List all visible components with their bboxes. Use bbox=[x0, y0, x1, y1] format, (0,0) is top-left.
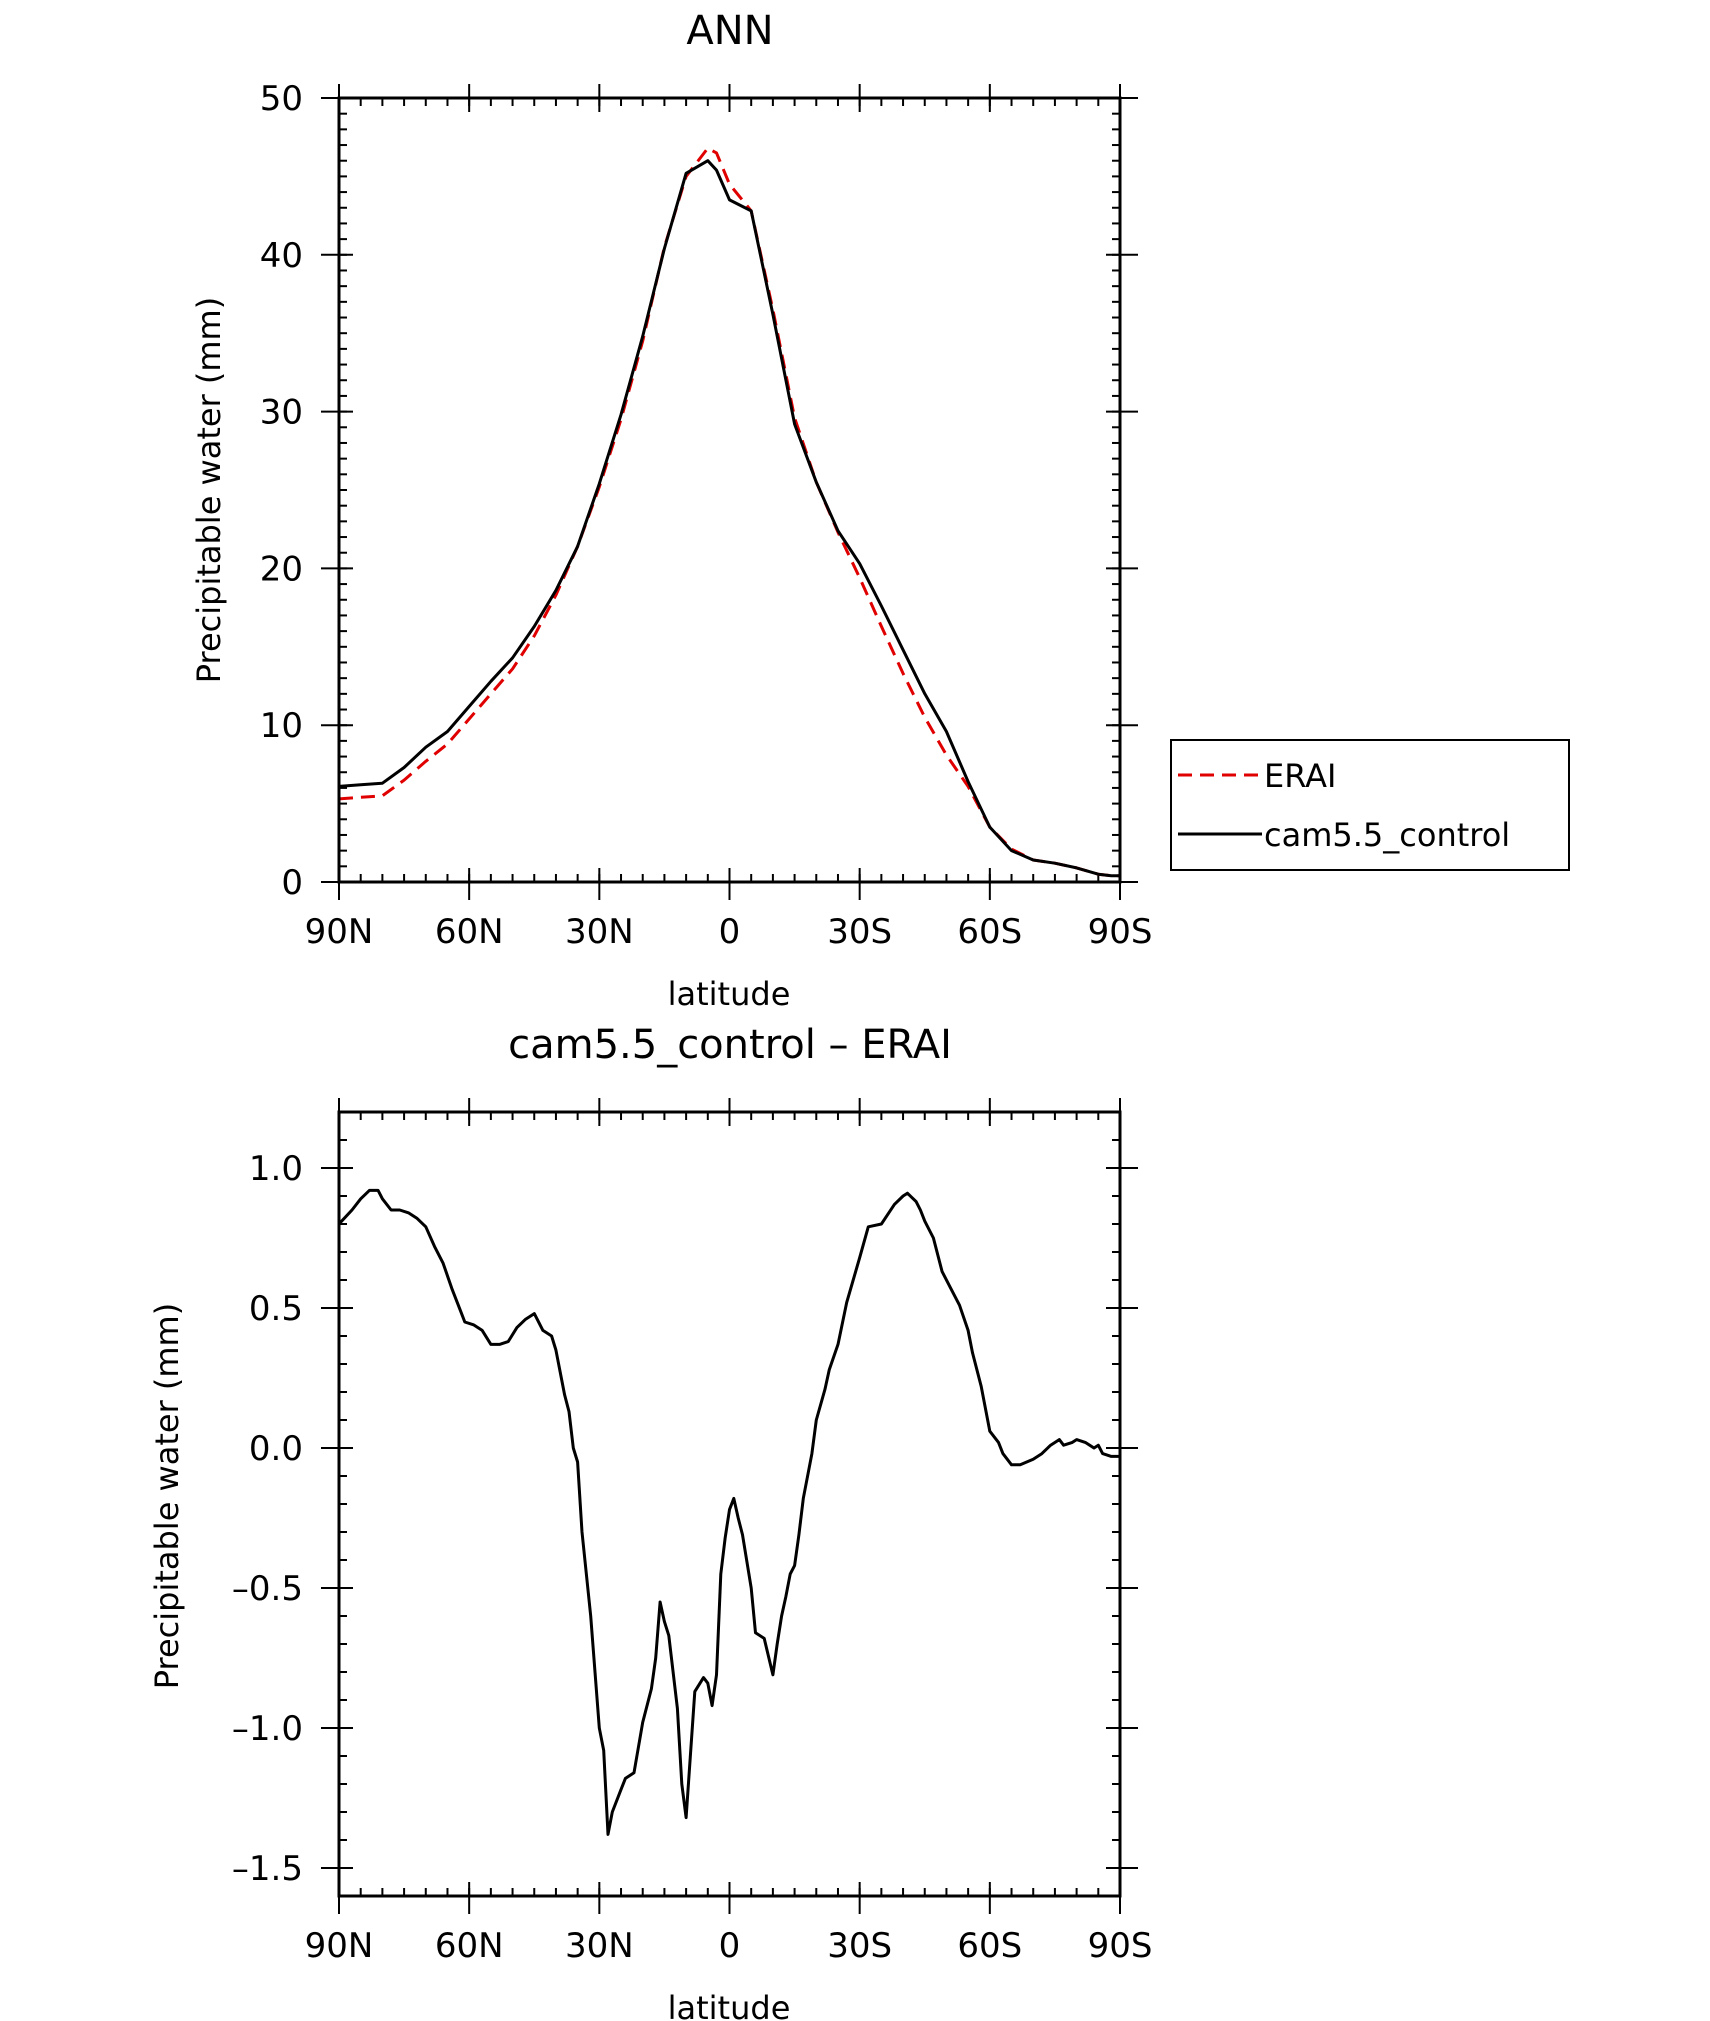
top-line-chart: ANN 0 10 20 30 40 50 90N 60N 30N 0 30S 60S 90S lati… bbox=[190, 8, 1152, 1013]
y-tick-label: –1.5 bbox=[232, 1849, 303, 1889]
bottom-x-axis-label: latitude bbox=[668, 1989, 791, 2021]
legend-box bbox=[1170, 739, 1570, 871]
y-tick-label: 10 bbox=[260, 706, 303, 746]
x-tick-label: 90S bbox=[1088, 912, 1153, 952]
y-tick-label: 0.0 bbox=[249, 1429, 303, 1469]
bottom-plot-frame bbox=[337, 1110, 1122, 1898]
y-tick-label: 0.5 bbox=[249, 1289, 303, 1329]
series-line-cam5-5-control bbox=[339, 159, 1120, 878]
y-tick-label: 1.0 bbox=[249, 1149, 303, 1189]
top-tick-marks bbox=[321, 84, 1138, 900]
top-y-axis-label: Precipitable water (mm) bbox=[190, 297, 228, 683]
bottom-series-lines bbox=[339, 1188, 1120, 1836]
top-plot-frame bbox=[337, 96, 1122, 884]
legend-label-erai: ERAI bbox=[1264, 757, 1336, 795]
x-tick-label: 60N bbox=[435, 1926, 504, 1966]
y-tick-label: 0 bbox=[281, 863, 303, 903]
top-y-tick-labels: 0 10 20 30 40 50 bbox=[260, 79, 303, 903]
x-tick-label: 0 bbox=[719, 912, 741, 952]
x-tick-label: 90S bbox=[1088, 1926, 1153, 1966]
x-tick-label: 60S bbox=[957, 912, 1022, 952]
x-tick-label: 60N bbox=[435, 912, 504, 952]
bottom-difference-chart: cam5.5_control – ERAI 1.0 0.5 0.0 –0.5 –1.0 –… bbox=[148, 1022, 1152, 2021]
bottom-chart-title: cam5.5_control – ERAI bbox=[508, 1022, 952, 1068]
x-tick-label: 30S bbox=[827, 1926, 892, 1966]
legend-label-cam: cam5.5_control bbox=[1264, 816, 1510, 854]
x-tick-label: 30N bbox=[565, 1926, 634, 1966]
x-tick-label: 0 bbox=[719, 1926, 741, 1966]
bottom-y-axis-label: Precipitable water (mm) bbox=[148, 1303, 186, 1689]
y-tick-label: 30 bbox=[260, 393, 303, 433]
x-tick-label: 30S bbox=[827, 912, 892, 952]
bottom-y-tick-labels: 1.0 0.5 0.0 –0.5 –1.0 –1.5 bbox=[232, 1149, 303, 1889]
top-series-lines bbox=[339, 146, 1120, 878]
x-tick-label: 90N bbox=[305, 912, 374, 952]
y-tick-label: –0.5 bbox=[232, 1569, 303, 1609]
x-tick-label: 60S bbox=[957, 1926, 1022, 1966]
series-line-difference bbox=[339, 1188, 1120, 1836]
bottom-x-tick-labels: 90N 60N 30N 0 30S 60S 90S bbox=[305, 1926, 1153, 1966]
legend: ERAI cam5.5_control bbox=[1170, 739, 1570, 871]
series-line-erai bbox=[339, 146, 1120, 878]
top-x-tick-labels: 90N 60N 30N 0 30S 60S 90S bbox=[305, 912, 1153, 952]
y-tick-label: 20 bbox=[260, 549, 303, 589]
top-chart-title: ANN bbox=[686, 8, 773, 54]
x-tick-label: 90N bbox=[305, 1926, 374, 1966]
y-tick-label: 50 bbox=[260, 79, 303, 119]
y-tick-label: 40 bbox=[260, 236, 303, 276]
top-x-axis-label: latitude bbox=[668, 975, 791, 1013]
y-tick-label: –1.0 bbox=[232, 1709, 303, 1749]
x-tick-label: 30N bbox=[565, 912, 634, 952]
